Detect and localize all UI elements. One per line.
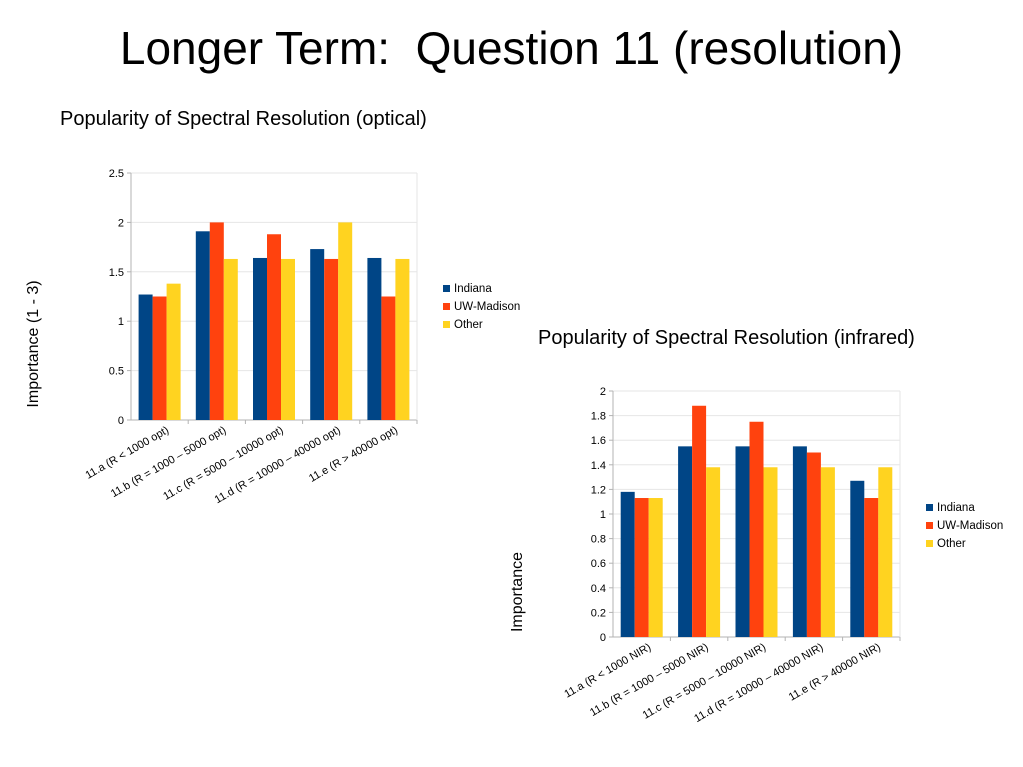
bar-indiana: [620, 491, 635, 637]
legend-label: UW-Madison: [454, 301, 520, 313]
y-axis-title: Importance: [509, 552, 526, 632]
y-tick-label: 2.5: [109, 168, 124, 180]
y-tick-label: 1.8: [591, 411, 606, 423]
y-tick-label: 2: [600, 386, 606, 398]
bar-other: [338, 222, 353, 420]
chart-title-infrared: Popularity of Spectral Resolution (infra…: [538, 327, 915, 349]
bar-other: [281, 258, 295, 420]
y-tick-label: 1.2: [591, 484, 606, 496]
legend-swatch: [443, 285, 450, 292]
y-tick-label: 0.5: [109, 366, 124, 378]
optical-bar-chart: 00.511.522.511.a (R < 1000 opt)11.b (R =…: [25, 168, 520, 506]
bar-other: [820, 467, 835, 637]
y-tick-label: 0: [118, 415, 124, 427]
bar-indiana: [735, 446, 750, 637]
bar-other: [648, 498, 663, 637]
bar-uw-madison: [267, 234, 281, 420]
bar-uw-madison: [634, 498, 649, 637]
bar-other: [395, 258, 410, 420]
bar-other: [706, 467, 721, 637]
bar-indiana: [850, 480, 865, 637]
bar-uw-madison: [806, 452, 821, 637]
y-tick-label: 1.6: [591, 435, 606, 447]
y-tick-label: 1: [600, 509, 606, 521]
legend-label: Other: [454, 319, 483, 331]
legend-label: Indiana: [937, 502, 975, 514]
x-category-label: 11.e (R > 40000 NIR): [787, 641, 883, 703]
bar-indiana: [253, 257, 267, 420]
y-tick-label: 1: [118, 316, 124, 328]
legend-swatch: [926, 540, 933, 547]
bar-indiana: [367, 257, 382, 420]
bar-uw-madison: [152, 296, 167, 420]
chart-title-optical: Popularity of Spectral Resolution (optic…: [60, 108, 427, 130]
bar-indiana: [792, 446, 807, 637]
legend-swatch: [926, 522, 933, 529]
legend-label: UW-Madison: [937, 520, 1003, 532]
bar-uw-madison: [749, 421, 764, 637]
y-tick-label: 0.8: [591, 534, 606, 546]
bar-indiana: [678, 446, 693, 637]
bar-uw-madison: [209, 222, 224, 420]
legend-label: Other: [937, 538, 966, 550]
bar-indiana: [138, 294, 153, 420]
legend-swatch: [443, 321, 450, 328]
y-tick-label: 1.5: [109, 267, 124, 279]
bar-indiana: [310, 249, 325, 420]
bar-uw-madison: [324, 258, 339, 420]
y-tick-label: 2: [118, 217, 124, 229]
slide-title: Longer Term: Question 11 (resolution): [119, 22, 904, 74]
bar-uw-madison: [381, 296, 396, 420]
bar-other: [878, 467, 893, 637]
bar-uw-madison: [692, 405, 707, 637]
legend-swatch: [926, 504, 933, 511]
y-tick-label: 1.4: [591, 460, 606, 472]
y-tick-label: 0.6: [591, 558, 606, 570]
bar-other: [763, 467, 778, 637]
legend-swatch: [443, 303, 450, 310]
bar-other: [223, 258, 238, 420]
y-tick-label: 0: [600, 632, 606, 644]
y-tick-label: 0.2: [591, 607, 606, 619]
bar-uw-madison: [864, 498, 879, 637]
bar-other: [166, 283, 181, 420]
legend-label: Indiana: [454, 283, 492, 295]
y-tick-label: 0.4: [591, 583, 606, 595]
bar-indiana: [195, 231, 210, 420]
y-axis-title: Importance (1 - 3): [25, 280, 42, 407]
